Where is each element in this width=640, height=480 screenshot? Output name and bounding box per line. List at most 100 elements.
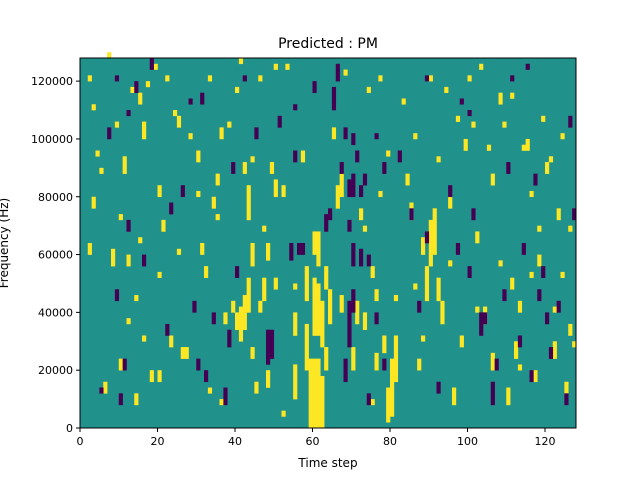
heatmap-cell-low xyxy=(366,254,371,267)
heatmap-cell-high xyxy=(490,173,495,186)
heatmap-cell-low xyxy=(107,127,112,140)
heatmap-cell-low xyxy=(300,243,306,255)
heatmap-cell-high xyxy=(533,370,538,383)
heatmap-cell-low xyxy=(347,300,352,348)
heatmap-cell-high xyxy=(134,393,139,406)
heatmap-cell-low xyxy=(277,115,282,128)
heatmap-cell-low xyxy=(122,358,127,371)
heatmap-cell-high xyxy=(572,341,577,348)
heatmap-cell-high xyxy=(281,410,286,417)
heatmap-cell-high xyxy=(359,208,364,221)
heatmap-cell-high xyxy=(386,387,391,423)
heatmap-cell-high xyxy=(223,312,228,325)
heatmap-cell-low xyxy=(235,266,240,278)
heatmap-cell-high xyxy=(413,133,418,140)
heatmap-cell-high xyxy=(196,190,201,198)
heatmap-cell-low xyxy=(231,162,236,174)
heatmap-cell-high xyxy=(502,121,507,128)
heatmap-cell-high xyxy=(525,138,530,151)
heatmap-cell-high xyxy=(238,58,244,65)
heatmap-cell-low xyxy=(242,75,247,82)
heatmap-cell-low xyxy=(502,289,507,302)
heatmap-cell-high xyxy=(463,138,468,151)
heatmap-cell-high xyxy=(475,231,480,244)
heatmap-cell-low xyxy=(556,300,561,313)
heatmap-cell-low xyxy=(254,127,259,140)
y-tick-label: 20000 xyxy=(38,364,73,377)
heatmap-cell-high xyxy=(486,144,492,151)
heatmap-cell-high xyxy=(126,254,131,267)
x-tick-label: 120 xyxy=(535,435,556,448)
heatmap-cell-low xyxy=(517,335,523,348)
heatmap-cell-low xyxy=(529,370,534,383)
heatmap-cell-high xyxy=(87,75,92,82)
heatmap-cell-low xyxy=(545,312,550,325)
heatmap-cell-low xyxy=(331,86,337,111)
heatmap-cell-high xyxy=(269,162,275,174)
heatmap-cell-high xyxy=(514,341,519,359)
heatmap-cell-high xyxy=(393,335,399,383)
heatmap-cell-high xyxy=(560,271,565,278)
heatmap-cell-low xyxy=(351,133,356,146)
heatmap-cell-high xyxy=(428,219,433,267)
heatmap-cell-low xyxy=(351,289,356,313)
heatmap-cell-high xyxy=(180,347,185,359)
heatmap-cell-low xyxy=(165,323,170,336)
heatmap-cell-high xyxy=(568,323,573,336)
heatmap-cell-high xyxy=(103,381,108,394)
heatmap-cell-high xyxy=(529,271,534,278)
heatmap-cell-high xyxy=(138,237,143,244)
heatmap-cell-high xyxy=(211,196,216,209)
y-tick-label: 120000 xyxy=(31,75,73,88)
heatmap-cell-high xyxy=(374,352,379,371)
heatmap-cell-high xyxy=(188,133,193,140)
heatmap-cell-low xyxy=(351,173,356,198)
heatmap-cell-high xyxy=(266,370,271,388)
heatmap-cell-high xyxy=(362,312,368,331)
heatmap-cell-low xyxy=(328,208,333,221)
heatmap-cell-high xyxy=(459,335,464,348)
heatmap-cell-low xyxy=(459,98,464,105)
heatmap-cell-low xyxy=(269,329,275,359)
heatmap-cell-low xyxy=(374,312,379,325)
heatmap-cell-high xyxy=(370,266,375,278)
heatmap-cell-high xyxy=(99,167,104,174)
heatmap-cell-high xyxy=(370,399,375,406)
heatmap-cell-low xyxy=(506,162,511,174)
heatmap-cell-high xyxy=(467,75,472,82)
y-axis-label: Frequency (Hz) xyxy=(0,198,11,289)
heatmap-cell-high xyxy=(250,347,255,359)
heatmap-cell-high xyxy=(273,63,278,70)
heatmap-cell-high xyxy=(173,110,178,117)
heatmap-cell-high xyxy=(366,86,371,93)
heatmap-cell-low xyxy=(200,92,205,105)
heatmap-cell-low xyxy=(366,393,371,406)
heatmap-cell-low xyxy=(99,387,104,394)
heatmap-cell-high xyxy=(142,335,147,342)
heatmap-cell-low xyxy=(324,214,329,232)
heatmap-cell-low xyxy=(126,110,131,117)
heatmap-cell-high xyxy=(87,243,92,255)
heatmap-cell-low xyxy=(409,208,414,221)
heatmap-cell-high xyxy=(343,69,348,76)
heatmap-cell-high xyxy=(316,283,321,336)
heatmap-cell-low xyxy=(297,243,302,255)
heatmap-cell-low xyxy=(467,266,472,278)
heatmap-cell-high xyxy=(153,63,158,70)
x-axis-label: Time step xyxy=(297,456,357,470)
y-tick-label: 40000 xyxy=(38,306,73,319)
heatmap-cell-low xyxy=(359,185,364,198)
heatmap-cell-low xyxy=(351,243,356,267)
heatmap-cell-low xyxy=(537,289,542,302)
heatmap-cell-high xyxy=(111,248,116,267)
heatmap-cell-low xyxy=(196,358,201,371)
heatmap-cell-high xyxy=(362,225,368,232)
heatmap-cell-high xyxy=(498,92,503,105)
heatmap-cell-high xyxy=(428,75,433,82)
heatmap-cell-low xyxy=(347,219,352,232)
heatmap-cell-low xyxy=(533,173,538,186)
x-tick-label: 20 xyxy=(151,435,165,448)
heatmap-cell-high xyxy=(452,387,457,406)
x-axis-ticks: 0 20 40 60 80 100 120 xyxy=(77,428,556,448)
heatmap-cell-high xyxy=(444,86,449,93)
